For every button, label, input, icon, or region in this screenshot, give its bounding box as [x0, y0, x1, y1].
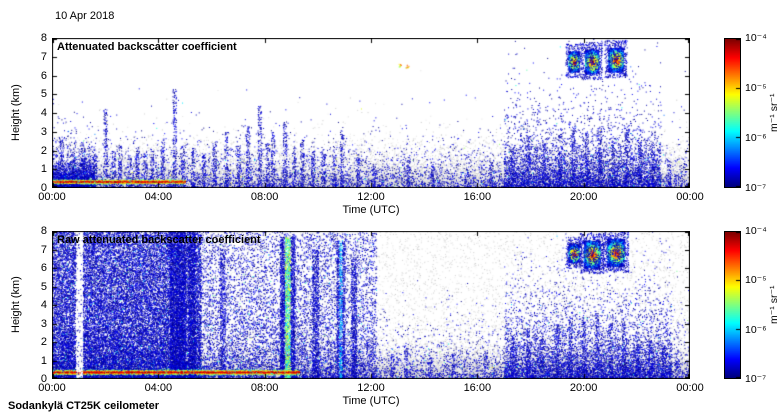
y-tick-label: 6 — [40, 262, 47, 274]
y-tick-label: 4 — [40, 299, 47, 311]
x-tick-label: 04:00 — [144, 191, 173, 203]
colorbar-tick-label: 10⁻⁴ — [745, 225, 767, 237]
x-tick-label: 12:00 — [357, 382, 385, 394]
y-axis-label: Height (km) — [10, 84, 22, 142]
x-axis-label: Time (UTC) — [342, 395, 400, 407]
y-tick-label: 0 — [40, 182, 47, 194]
panel-title: Attenuated backscatter coefficient — [57, 41, 237, 53]
colorbar-unit-label: m⁻¹ sr⁻¹ — [768, 93, 780, 133]
date-label: 10 Apr 2018 — [55, 10, 115, 22]
attenuated-backscatter-heatmap — [52, 38, 690, 188]
y-tick-label: 1 — [40, 354, 47, 367]
y-tick-label: 6 — [40, 69, 47, 82]
y-tick-label: 7 — [40, 50, 47, 63]
x-tick-label: 00:00 — [676, 382, 704, 394]
colorbar — [724, 38, 741, 188]
y-tick-label: 2 — [40, 144, 47, 157]
colorbar-tick-label: 10⁻⁵ — [745, 274, 767, 287]
colorbar-tick-label: 10⁻⁵ — [745, 82, 767, 94]
y-tick-label: 5 — [40, 280, 47, 293]
colorbar-tick-label: 10⁻⁷ — [745, 373, 767, 385]
panel-raw-attenuated-backscatter: Raw attenuated backscatter coefficient H… — [10, 225, 780, 407]
y-tick-label: 5 — [40, 88, 47, 101]
x-tick-label: 12:00 — [357, 191, 385, 203]
colorbar-gradient — [725, 232, 740, 378]
instrument-label: Sodankylä CT25K ceilometer — [8, 400, 160, 412]
y-axis-ticks: 0 1 2 3 4 5 6 7 8 — [27, 225, 47, 385]
colorbar-unit-label: m⁻¹ sr⁻¹ — [768, 285, 780, 325]
x-tick-label: 00:00 — [38, 191, 66, 203]
colorbar-ticks: 10⁻⁴ 10⁻⁵ 10⁻⁶ 10⁻⁷ — [745, 32, 775, 194]
x-tick-label: 20:00 — [569, 382, 598, 394]
x-tick-label: 20:00 — [569, 191, 598, 203]
x-tick-label: 08:00 — [250, 382, 279, 394]
y-tick-label: 3 — [40, 125, 47, 138]
y-tick-label: 4 — [40, 107, 47, 119]
x-tick-label: 08:00 — [250, 191, 279, 203]
x-tick-label: 00:00 — [676, 191, 704, 203]
colorbar-gradient — [725, 39, 740, 187]
y-tick-label: 0 — [40, 373, 47, 385]
colorbar — [724, 231, 741, 379]
x-axis-ticks: 00:00 04:00 08:00 12:00 16:00 20:00 00:00 — [38, 382, 704, 394]
y-tick-label: 1 — [40, 163, 47, 176]
panel-attenuated-backscatter: Attenuated backscatter coefficient Heigh… — [10, 32, 780, 216]
y-axis-label: Height (km) — [10, 276, 22, 334]
colorbar-tick-label: 10⁻⁶ — [745, 323, 767, 336]
raw-attenuated-backscatter-heatmap — [52, 231, 690, 379]
colorbar-tick-label: 10⁻⁷ — [745, 182, 767, 194]
x-tick-label: 16:00 — [463, 191, 492, 203]
colorbar-tick-label: 10⁻⁶ — [745, 132, 767, 144]
x-tick-label: 16:00 — [463, 382, 492, 394]
y-tick-label: 8 — [40, 32, 47, 44]
x-tick-label: 04:00 — [144, 382, 173, 394]
panel-title: Raw attenuated backscatter coefficient — [57, 234, 261, 246]
y-tick-label: 3 — [40, 317, 47, 330]
colorbar-tick-label: 10⁻⁴ — [745, 32, 767, 44]
y-tick-label: 8 — [40, 225, 47, 237]
x-tick-label: 00:00 — [38, 382, 66, 394]
y-axis-ticks: 0 1 2 3 4 5 6 7 8 — [27, 32, 47, 194]
y-tick-label: 2 — [40, 336, 47, 348]
x-axis-ticks: 00:00 04:00 08:00 12:00 16:00 20:00 00:00 — [38, 191, 704, 203]
colorbar-ticks: 10⁻⁴ 10⁻⁵ 10⁻⁶ 10⁻⁷ — [745, 225, 775, 385]
y-tick-label: 7 — [40, 243, 47, 256]
x-axis-label: Time (UTC) — [342, 204, 400, 216]
